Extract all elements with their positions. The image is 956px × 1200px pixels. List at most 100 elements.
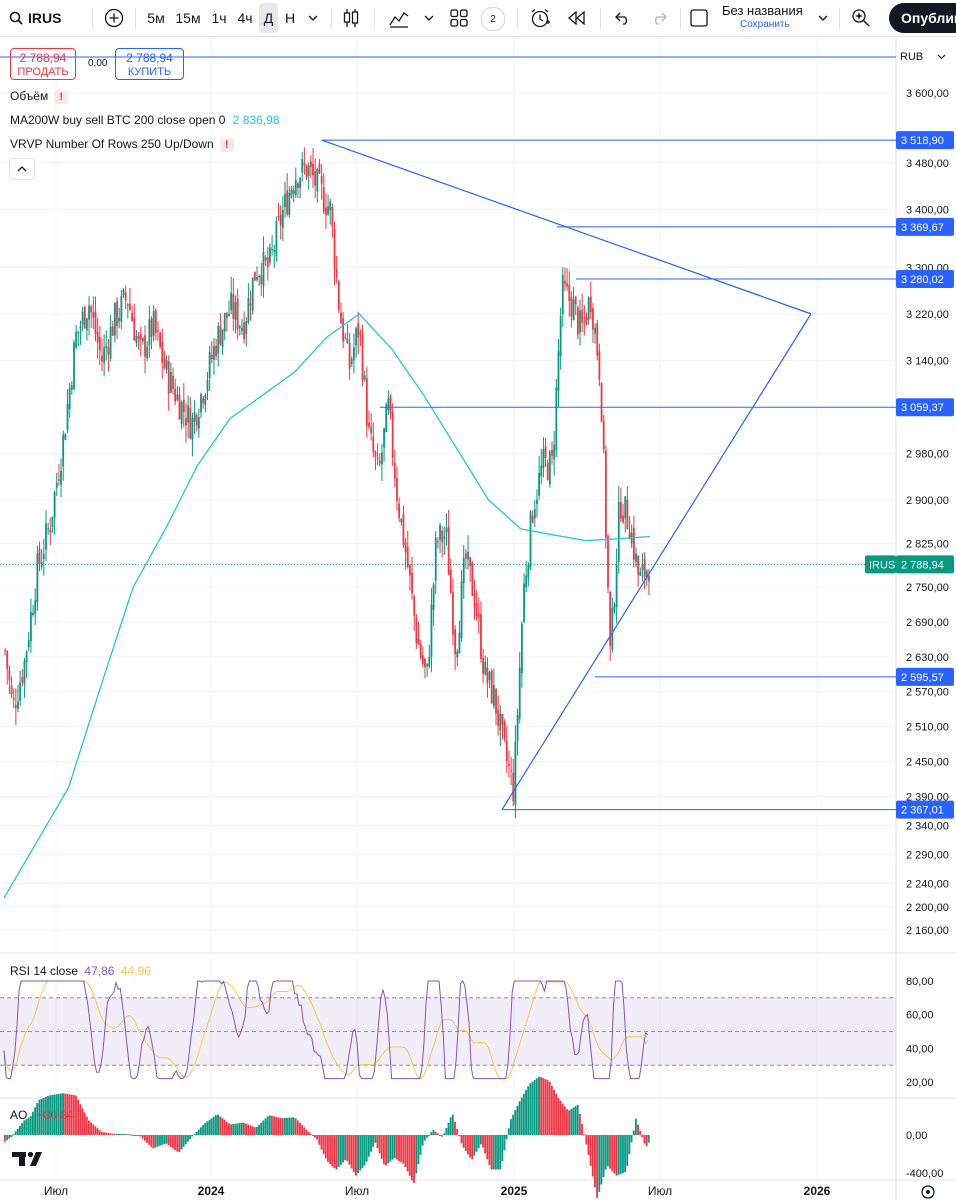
rsi-legend[interactable]: RSI 14 close 47,86 44,96 — [10, 964, 151, 978]
candle — [441, 530, 444, 543]
indicators-count-badge[interactable]: 2 — [481, 7, 505, 31]
candle — [66, 403, 69, 431]
candle — [23, 660, 26, 685]
time-tick-label: Июл — [44, 1184, 68, 1198]
symbol-name[interactable]: IRUS — [28, 10, 62, 26]
chevron-down-icon[interactable] — [304, 0, 322, 36]
candle — [413, 596, 416, 616]
layout-square-icon[interactable] — [689, 0, 709, 36]
ao-bar — [581, 1124, 583, 1135]
replay-icon[interactable] — [566, 0, 588, 36]
ao-bar — [301, 1125, 304, 1135]
candle — [262, 251, 265, 287]
buy-button[interactable]: 2 788,94 КУПИТЬ — [115, 48, 184, 80]
ao-bar — [402, 1135, 405, 1164]
interval-4h[interactable]: 4ч — [237, 10, 253, 26]
candle — [144, 335, 146, 357]
ao-bar — [6, 1135, 9, 1141]
ao-bar — [55, 1094, 58, 1135]
candle — [253, 271, 256, 281]
candle — [161, 341, 164, 363]
chevron-down-icon[interactable] — [816, 0, 830, 36]
tradingview-logo[interactable] — [10, 1148, 44, 1171]
ao-legend[interactable]: AO −80,84 — [10, 1108, 74, 1122]
ao-bar — [210, 1118, 213, 1135]
layout-title[interactable]: Без названия — [722, 3, 803, 18]
level-price-tag — [896, 667, 954, 686]
ao-bar — [94, 1126, 97, 1135]
indicators-icon[interactable] — [386, 0, 412, 36]
candle — [443, 536, 446, 539]
search-icon[interactable] — [8, 0, 24, 36]
candle — [542, 449, 545, 468]
interval-1h[interactable]: 1ч — [211, 10, 227, 26]
add-symbol-icon[interactable] — [103, 0, 125, 36]
price-tick-label: 2 450,00 — [906, 756, 949, 768]
interval-week[interactable]: Н — [284, 10, 296, 26]
price-tick-label: 2 900,00 — [906, 495, 949, 507]
candle — [281, 209, 284, 228]
ao-bar — [492, 1135, 495, 1170]
candle — [622, 515, 624, 523]
candle — [512, 772, 515, 802]
ao-bar — [141, 1135, 144, 1139]
save-link[interactable]: Сохранить — [740, 19, 790, 30]
ma-legend-value: 2 836,98 — [232, 113, 280, 127]
alert-clock-icon[interactable] — [529, 0, 551, 36]
candle — [447, 527, 450, 575]
candle — [557, 351, 560, 391]
warning-icon[interactable]: ! — [54, 90, 69, 104]
ao-bar — [331, 1135, 334, 1167]
time-tick-label: 2025 — [501, 1184, 528, 1198]
warning-icon[interactable]: ! — [219, 138, 234, 152]
candle — [645, 570, 648, 579]
candle — [559, 315, 562, 357]
chart-area[interactable]: Июл 2024 Июл 2025 Июл 2026 3 600,00 3 480,00 3 4… — [0, 37, 956, 1200]
ao-bar — [395, 1135, 398, 1160]
candle — [398, 503, 401, 518]
ao-bar — [563, 1106, 566, 1135]
ao-bar — [436, 1133, 439, 1135]
interval-day[interactable]: Д — [259, 3, 278, 33]
candle — [225, 312, 228, 319]
redo-icon[interactable] — [649, 0, 669, 36]
candle — [157, 330, 159, 332]
vrvp-legend[interactable]: VRVP Number Of Rows 250 Up/Down! — [10, 137, 234, 152]
chevron-down-icon[interactable] — [422, 0, 436, 36]
interval-5m[interactable]: 5м — [147, 10, 165, 26]
undo-icon[interactable] — [613, 0, 633, 36]
ao-bar — [647, 1135, 650, 1143]
buy-price: 2 788,94 — [126, 51, 173, 65]
candle — [124, 292, 127, 301]
interval-15m[interactable]: 15м — [175, 10, 201, 26]
ao-bar — [622, 1135, 624, 1174]
ao-bar — [458, 1135, 461, 1137]
ao-bar — [47, 1096, 49, 1135]
candle — [428, 656, 431, 667]
time-tick-label: 2024 — [198, 1184, 225, 1198]
candles-icon[interactable] — [341, 0, 361, 36]
ao-bar — [419, 1135, 422, 1155]
candle — [17, 701, 19, 709]
ao-bar — [533, 1080, 536, 1135]
ao-bar — [124, 1133, 127, 1135]
ao-bar — [327, 1135, 329, 1162]
publish-button[interactable]: Опублико — [889, 3, 956, 33]
ao-bar — [557, 1097, 560, 1135]
templates-icon[interactable] — [449, 0, 469, 36]
candle — [148, 319, 151, 346]
volume-legend[interactable]: Объём! — [10, 89, 69, 104]
quick-search-icon[interactable] — [849, 0, 873, 36]
ao-bar — [286, 1117, 288, 1135]
ao-bar — [148, 1135, 151, 1145]
ao-bar — [59, 1093, 62, 1135]
candle — [454, 629, 457, 655]
ao-bar — [109, 1133, 112, 1135]
rsi-legend-label: RSI 14 close — [10, 964, 79, 978]
collapse-legend-button[interactable] — [9, 158, 35, 180]
time-tick-label: Июл — [345, 1184, 369, 1198]
ma-legend[interactable]: MA200W buy sell BTC 200 close open 0 2 8… — [10, 113, 280, 127]
candle — [6, 651, 9, 670]
sell-button[interactable]: 2 788,94 ПРОДАТЬ — [10, 48, 76, 80]
currency-selector[interactable]: RUB — [900, 47, 952, 67]
